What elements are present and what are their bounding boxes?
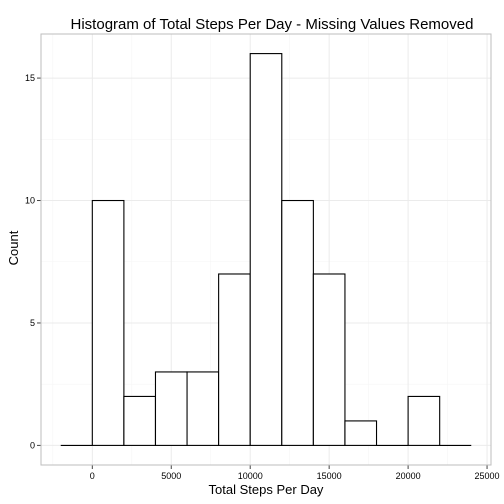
y-tick-label: 0 (30, 440, 35, 450)
x-tick-label: 25000 (475, 471, 500, 481)
x-tick-label: 15000 (317, 471, 342, 481)
panel-border (40, 33, 492, 466)
x-tick-label: 5000 (161, 471, 181, 481)
histogram-bar (407, 395, 441, 446)
y-tick-label: 5 (30, 318, 35, 328)
y-axis-ticks: 0 5 10 15 (25, 73, 41, 450)
histogram-bar (123, 395, 157, 446)
x-tick-label: 20000 (396, 471, 421, 481)
histogram-bar (344, 420, 378, 446)
histogram-bar (312, 273, 346, 446)
x-tick-label: 10000 (238, 471, 263, 481)
histogram-bar (249, 53, 283, 446)
chart-title: Histogram of Total Steps Per Day - Missi… (71, 16, 474, 33)
histogram-bar (218, 273, 251, 446)
histogram-bar (91, 199, 125, 446)
y-tick-label: 15 (25, 73, 35, 83)
x-tick-label: 0 (90, 471, 95, 481)
histogram-bar (281, 199, 314, 446)
x-axis-title: Total Steps Per Day (209, 482, 324, 497)
bars (60, 53, 472, 446)
histogram-bar (154, 371, 188, 446)
y-tick-label: 10 (25, 196, 35, 206)
y-axis-title: Count (6, 230, 21, 265)
histogram-bar (186, 371, 220, 446)
x-axis-ticks: 0 5000 10000 15000 20000 25000 (90, 465, 500, 481)
